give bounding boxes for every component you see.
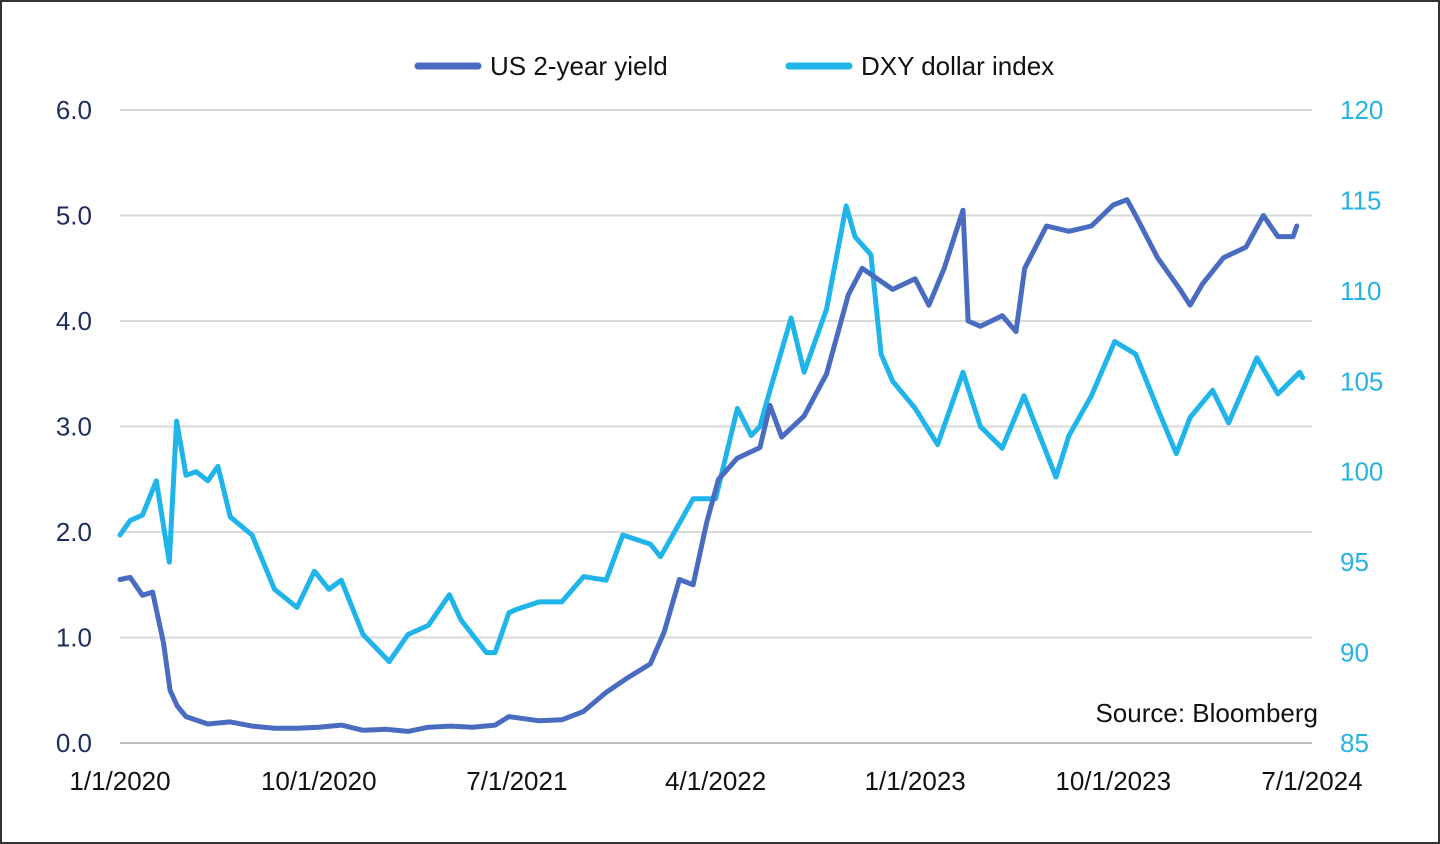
left-tick-label: 5.0 [56,201,92,231]
source-note: Source: Bloomberg [1095,698,1318,728]
x-axis: 1/1/2020 10/1/2020 7/1/2021 4/1/2022 1/1/202… [69,766,1362,796]
left-tick-label: 0.0 [56,728,92,758]
left-tick-label: 3.0 [56,412,92,442]
right-tick-label: 85 [1340,728,1369,758]
x-tick-label: 1/1/2023 [865,766,966,796]
left-tick-label: 1.0 [56,623,92,653]
x-tick-label: 7/1/2021 [466,766,567,796]
left-axis: 0.0 1.0 2.0 3.0 4.0 5.0 6.0 [56,95,92,758]
gridlines [120,109,1312,744]
legend-label-dxy-dollar-index: DXY dollar index [861,51,1054,81]
x-tick-label: 1/1/2020 [69,766,170,796]
legend: US 2-year yield DXY dollar index [414,51,1054,81]
right-tick-label: 110 [1340,276,1381,306]
dxy-dollar-index-line [117,203,1306,665]
left-tick-label: 2.0 [56,517,92,547]
x-tick-label: 4/1/2022 [665,766,766,796]
right-tick-label: 120 [1340,95,1383,125]
us-2-year-yield-line [117,197,1300,734]
right-tick-label: 100 [1340,457,1383,487]
right-tick-label: 105 [1340,366,1383,396]
right-tick-label: 95 [1340,547,1369,577]
series-lines [117,197,1306,734]
right-tick-label: 115 [1340,185,1381,215]
left-tick-label: 6.0 [56,95,92,125]
x-tick-label: 7/1/2024 [1261,766,1362,796]
x-tick-label: 10/1/2020 [261,766,377,796]
right-axis: 85 90 95 100 105 110 115 120 [1340,95,1383,758]
left-tick-label: 4.0 [56,306,92,336]
legend-label-us-2-year-yield: US 2-year yield [490,51,668,81]
x-tick-label: 10/1/2023 [1055,766,1171,796]
right-tick-label: 90 [1340,638,1369,668]
